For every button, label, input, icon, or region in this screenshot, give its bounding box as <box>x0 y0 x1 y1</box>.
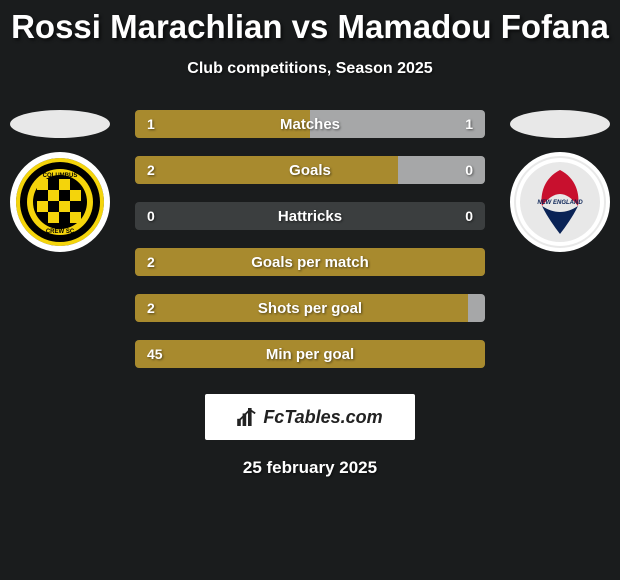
page-title: Rossi Marachlian vs Mamadou Fofana <box>0 0 620 46</box>
svg-text:CREW SC: CREW SC <box>46 229 75 235</box>
brand-box[interactable]: FcTables.com <box>205 394 415 440</box>
bar-value-right <box>461 294 485 322</box>
fctables-icon <box>237 408 259 426</box>
player-left-ellipse <box>10 110 110 138</box>
subtitle: Club competitions, Season 2025 <box>0 60 620 78</box>
stat-bar: Matches1 1 <box>135 110 485 138</box>
comparison-content: COLUMBUS CREW SC NEW ENGLAND Matches1 1 Go… <box>0 110 620 390</box>
new-england-revolution-icon: NEW ENGLAND <box>514 156 606 248</box>
stat-bar: Goals2 0 <box>135 156 485 184</box>
stat-bars: Matches11Goals20Hattricks00Goals per mat… <box>135 110 485 386</box>
bar-value-left: 2 <box>135 294 167 322</box>
player-left-column: COLUMBUS CREW SC <box>10 110 110 252</box>
bar-value-right: 0 <box>453 156 485 184</box>
bar-label: Shots per goal <box>135 294 485 322</box>
bar-label: Goals <box>135 156 485 184</box>
bar-value-right <box>461 340 485 368</box>
bar-value-left: 45 <box>135 340 175 368</box>
stat-bar: Min per goal45 <box>135 340 485 368</box>
date-label: 25 february 2025 <box>0 458 620 478</box>
player-right-column: NEW ENGLAND <box>510 110 610 252</box>
columbus-crew-icon: COLUMBUS CREW SC <box>25 167 95 237</box>
player-right-ellipse <box>510 110 610 138</box>
bar-label: Min per goal <box>135 340 485 368</box>
bar-label: Matches <box>135 110 485 138</box>
brand-label: FcTables.com <box>263 407 382 428</box>
stat-bar: Goals per match2 <box>135 248 485 276</box>
bar-value-left: 0 <box>135 202 167 230</box>
brand-link[interactable]: FcTables.com <box>237 407 382 428</box>
bar-label: Goals per match <box>135 248 485 276</box>
bar-value-right: 0 <box>453 202 485 230</box>
stat-bar: Shots per goal2 <box>135 294 485 322</box>
bar-value-left: 2 <box>135 156 167 184</box>
bar-value-left: 2 <box>135 248 167 276</box>
club-badge-right: NEW ENGLAND <box>510 152 610 252</box>
svg-text:COLUMBUS: COLUMBUS <box>43 173 78 179</box>
svg-text:NEW ENGLAND: NEW ENGLAND <box>537 200 583 206</box>
bar-value-right <box>461 248 485 276</box>
club-badge-left: COLUMBUS CREW SC <box>10 152 110 252</box>
bar-value-right: 1 <box>453 110 485 138</box>
stat-bar: Hattricks0 0 <box>135 202 485 230</box>
bar-label: Hattricks <box>135 202 485 230</box>
bar-value-left: 1 <box>135 110 167 138</box>
